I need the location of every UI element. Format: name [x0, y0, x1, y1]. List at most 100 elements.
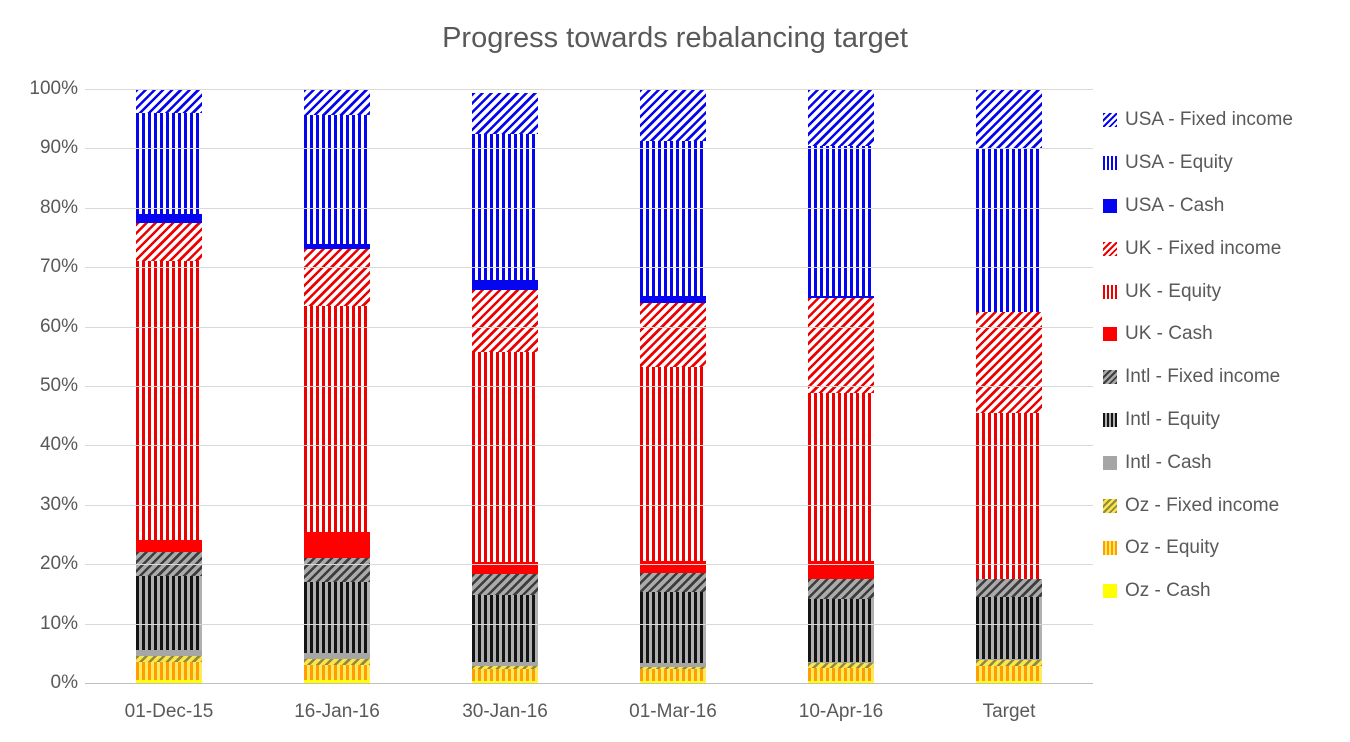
bar-16-jan-16[interactable]	[304, 89, 370, 683]
segment-oz-equity[interactable]	[136, 662, 202, 681]
segment-usa-equity[interactable]	[808, 146, 874, 297]
legend-item-oz-equity[interactable]: Oz - Equity	[1103, 527, 1343, 570]
legend-item-intl-fixed-income[interactable]: Intl - Fixed income	[1103, 356, 1343, 399]
legend-item-uk-equity[interactable]: UK - Equity	[1103, 270, 1343, 313]
segment-intl-equity[interactable]	[136, 576, 202, 651]
segment-oz-cash[interactable]	[472, 680, 538, 683]
legend-swatch-uk-equity-icon	[1103, 284, 1117, 299]
segment-oz-cash[interactable]	[808, 680, 874, 683]
legend-item-intl-cash[interactable]: Intl - Cash	[1103, 441, 1343, 484]
segment-intl-equity[interactable]	[472, 595, 538, 663]
segment-uk-cash[interactable]	[136, 540, 202, 553]
segment-intl-cash[interactable]	[808, 662, 874, 664]
y-axis-tick-label: 20%	[39, 553, 78, 575]
segment-intl-fixed-income[interactable]	[640, 572, 706, 592]
gridline	[85, 504, 1093, 506]
legend-swatch-intl-equity-icon	[1103, 412, 1117, 427]
y-axis-tick-label: 50%	[39, 375, 78, 396]
bar-01-mar-16[interactable]	[640, 89, 706, 683]
segment-oz-cash[interactable]	[640, 681, 706, 683]
segment-oz-equity[interactable]	[808, 667, 874, 681]
segment-intl-fixed-income[interactable]	[304, 558, 370, 583]
segment-oz-fixed-income[interactable]	[640, 666, 706, 670]
segment-intl-equity[interactable]	[976, 596, 1042, 660]
legend-item-oz-fixed-income[interactable]: Oz - Fixed income	[1103, 484, 1343, 527]
legend-item-oz-cash[interactable]: Oz - Cash	[1103, 570, 1343, 613]
segment-usa-cash[interactable]	[640, 296, 706, 304]
legend-label: Oz - Equity	[1125, 537, 1219, 559]
segment-usa-cash[interactable]	[304, 243, 370, 250]
segment-oz-equity[interactable]	[472, 668, 538, 681]
segment-usa-fixed-income[interactable]	[640, 89, 706, 142]
segment-intl-equity[interactable]	[304, 582, 370, 654]
segment-oz-equity[interactable]	[640, 669, 706, 682]
segment-oz-fixed-income[interactable]	[808, 663, 874, 668]
segment-intl-fixed-income[interactable]	[808, 579, 874, 600]
bar-target[interactable]	[976, 89, 1042, 683]
segment-usa-equity[interactable]	[976, 148, 1042, 312]
segment-oz-cash[interactable]	[976, 681, 1042, 683]
y-axis-tick-label: 30%	[39, 493, 78, 515]
x-axis-tick-label: 01-Mar-16	[629, 701, 717, 722]
segment-uk-fixed-income[interactable]	[808, 297, 874, 393]
segment-usa-fixed-income[interactable]	[472, 93, 538, 135]
legend-item-intl-equity[interactable]: Intl - Equity	[1103, 399, 1343, 442]
legend-label: USA - Equity	[1125, 152, 1233, 174]
segment-uk-equity[interactable]	[472, 352, 538, 562]
segment-uk-equity[interactable]	[304, 305, 370, 532]
legend-item-uk-cash[interactable]: UK - Cash	[1103, 313, 1343, 356]
segment-intl-fixed-income[interactable]	[472, 574, 538, 596]
segment-intl-equity[interactable]	[808, 599, 874, 663]
segment-usa-cash[interactable]	[472, 280, 538, 291]
segment-uk-fixed-income[interactable]	[304, 249, 370, 306]
segment-intl-equity[interactable]	[640, 591, 706, 664]
segment-uk-fixed-income[interactable]	[136, 222, 202, 262]
segment-intl-fixed-income[interactable]	[976, 579, 1042, 597]
y-axis: 100% 90% 80% 70% 60% 50% 40% 30% 20% 10% 0%	[0, 78, 78, 693]
segment-usa-cash[interactable]	[808, 296, 874, 298]
x-axis-tick-label: 30-Jan-16	[462, 701, 548, 722]
segment-oz-equity[interactable]	[976, 666, 1042, 682]
segment-usa-fixed-income[interactable]	[976, 89, 1042, 149]
segment-usa-fixed-income[interactable]	[304, 89, 370, 115]
segment-oz-fixed-income[interactable]	[136, 656, 202, 663]
segment-uk-equity[interactable]	[976, 412, 1042, 580]
segment-oz-fixed-income[interactable]	[472, 666, 538, 669]
legend-item-usa-cash[interactable]: USA - Cash	[1103, 185, 1343, 228]
legend-item-usa-fixed-income[interactable]: USA - Fixed income	[1103, 99, 1343, 142]
gridline	[85, 623, 1093, 625]
segment-uk-fixed-income[interactable]	[640, 303, 706, 368]
segment-uk-cash[interactable]	[640, 561, 706, 573]
bar-10-apr-16[interactable]	[808, 89, 874, 683]
segment-intl-cash[interactable]	[304, 653, 370, 660]
segment-usa-fixed-income[interactable]	[808, 89, 874, 147]
segment-uk-cash[interactable]	[304, 531, 370, 559]
segment-oz-cash[interactable]	[304, 680, 370, 683]
segment-uk-fixed-income[interactable]	[472, 290, 538, 353]
legend-label: UK - Equity	[1125, 280, 1222, 302]
segment-oz-fixed-income[interactable]	[976, 660, 1042, 667]
bar-30-jan-16[interactable]	[472, 93, 538, 683]
segment-usa-equity[interactable]	[640, 141, 706, 297]
segment-uk-equity[interactable]	[808, 392, 874, 562]
segment-uk-equity[interactable]	[640, 367, 706, 562]
segment-oz-equity[interactable]	[304, 665, 370, 681]
segment-intl-cash[interactable]	[136, 650, 202, 657]
legend-item-usa-equity[interactable]: USA - Equity	[1103, 142, 1343, 185]
segment-usa-equity[interactable]	[136, 112, 202, 214]
segment-uk-fixed-income[interactable]	[976, 311, 1042, 413]
segment-intl-cash[interactable]	[472, 662, 538, 667]
segment-oz-fixed-income[interactable]	[304, 659, 370, 666]
bar-01-dec-15[interactable]	[136, 89, 202, 683]
legend-item-uk-fixed-income[interactable]: UK - Fixed income	[1103, 227, 1343, 270]
segment-uk-equity[interactable]	[136, 261, 202, 541]
segment-intl-cash[interactable]	[976, 659, 1042, 661]
legend-swatch-uk-cash-icon	[1103, 327, 1117, 342]
segment-oz-cash[interactable]	[136, 680, 202, 683]
segment-intl-cash[interactable]	[640, 663, 706, 667]
segment-usa-fixed-income[interactable]	[136, 89, 202, 113]
segment-uk-cash[interactable]	[808, 561, 874, 580]
segment-usa-equity[interactable]	[304, 114, 370, 244]
segment-usa-equity[interactable]	[472, 134, 538, 281]
segment-usa-cash[interactable]	[136, 213, 202, 223]
